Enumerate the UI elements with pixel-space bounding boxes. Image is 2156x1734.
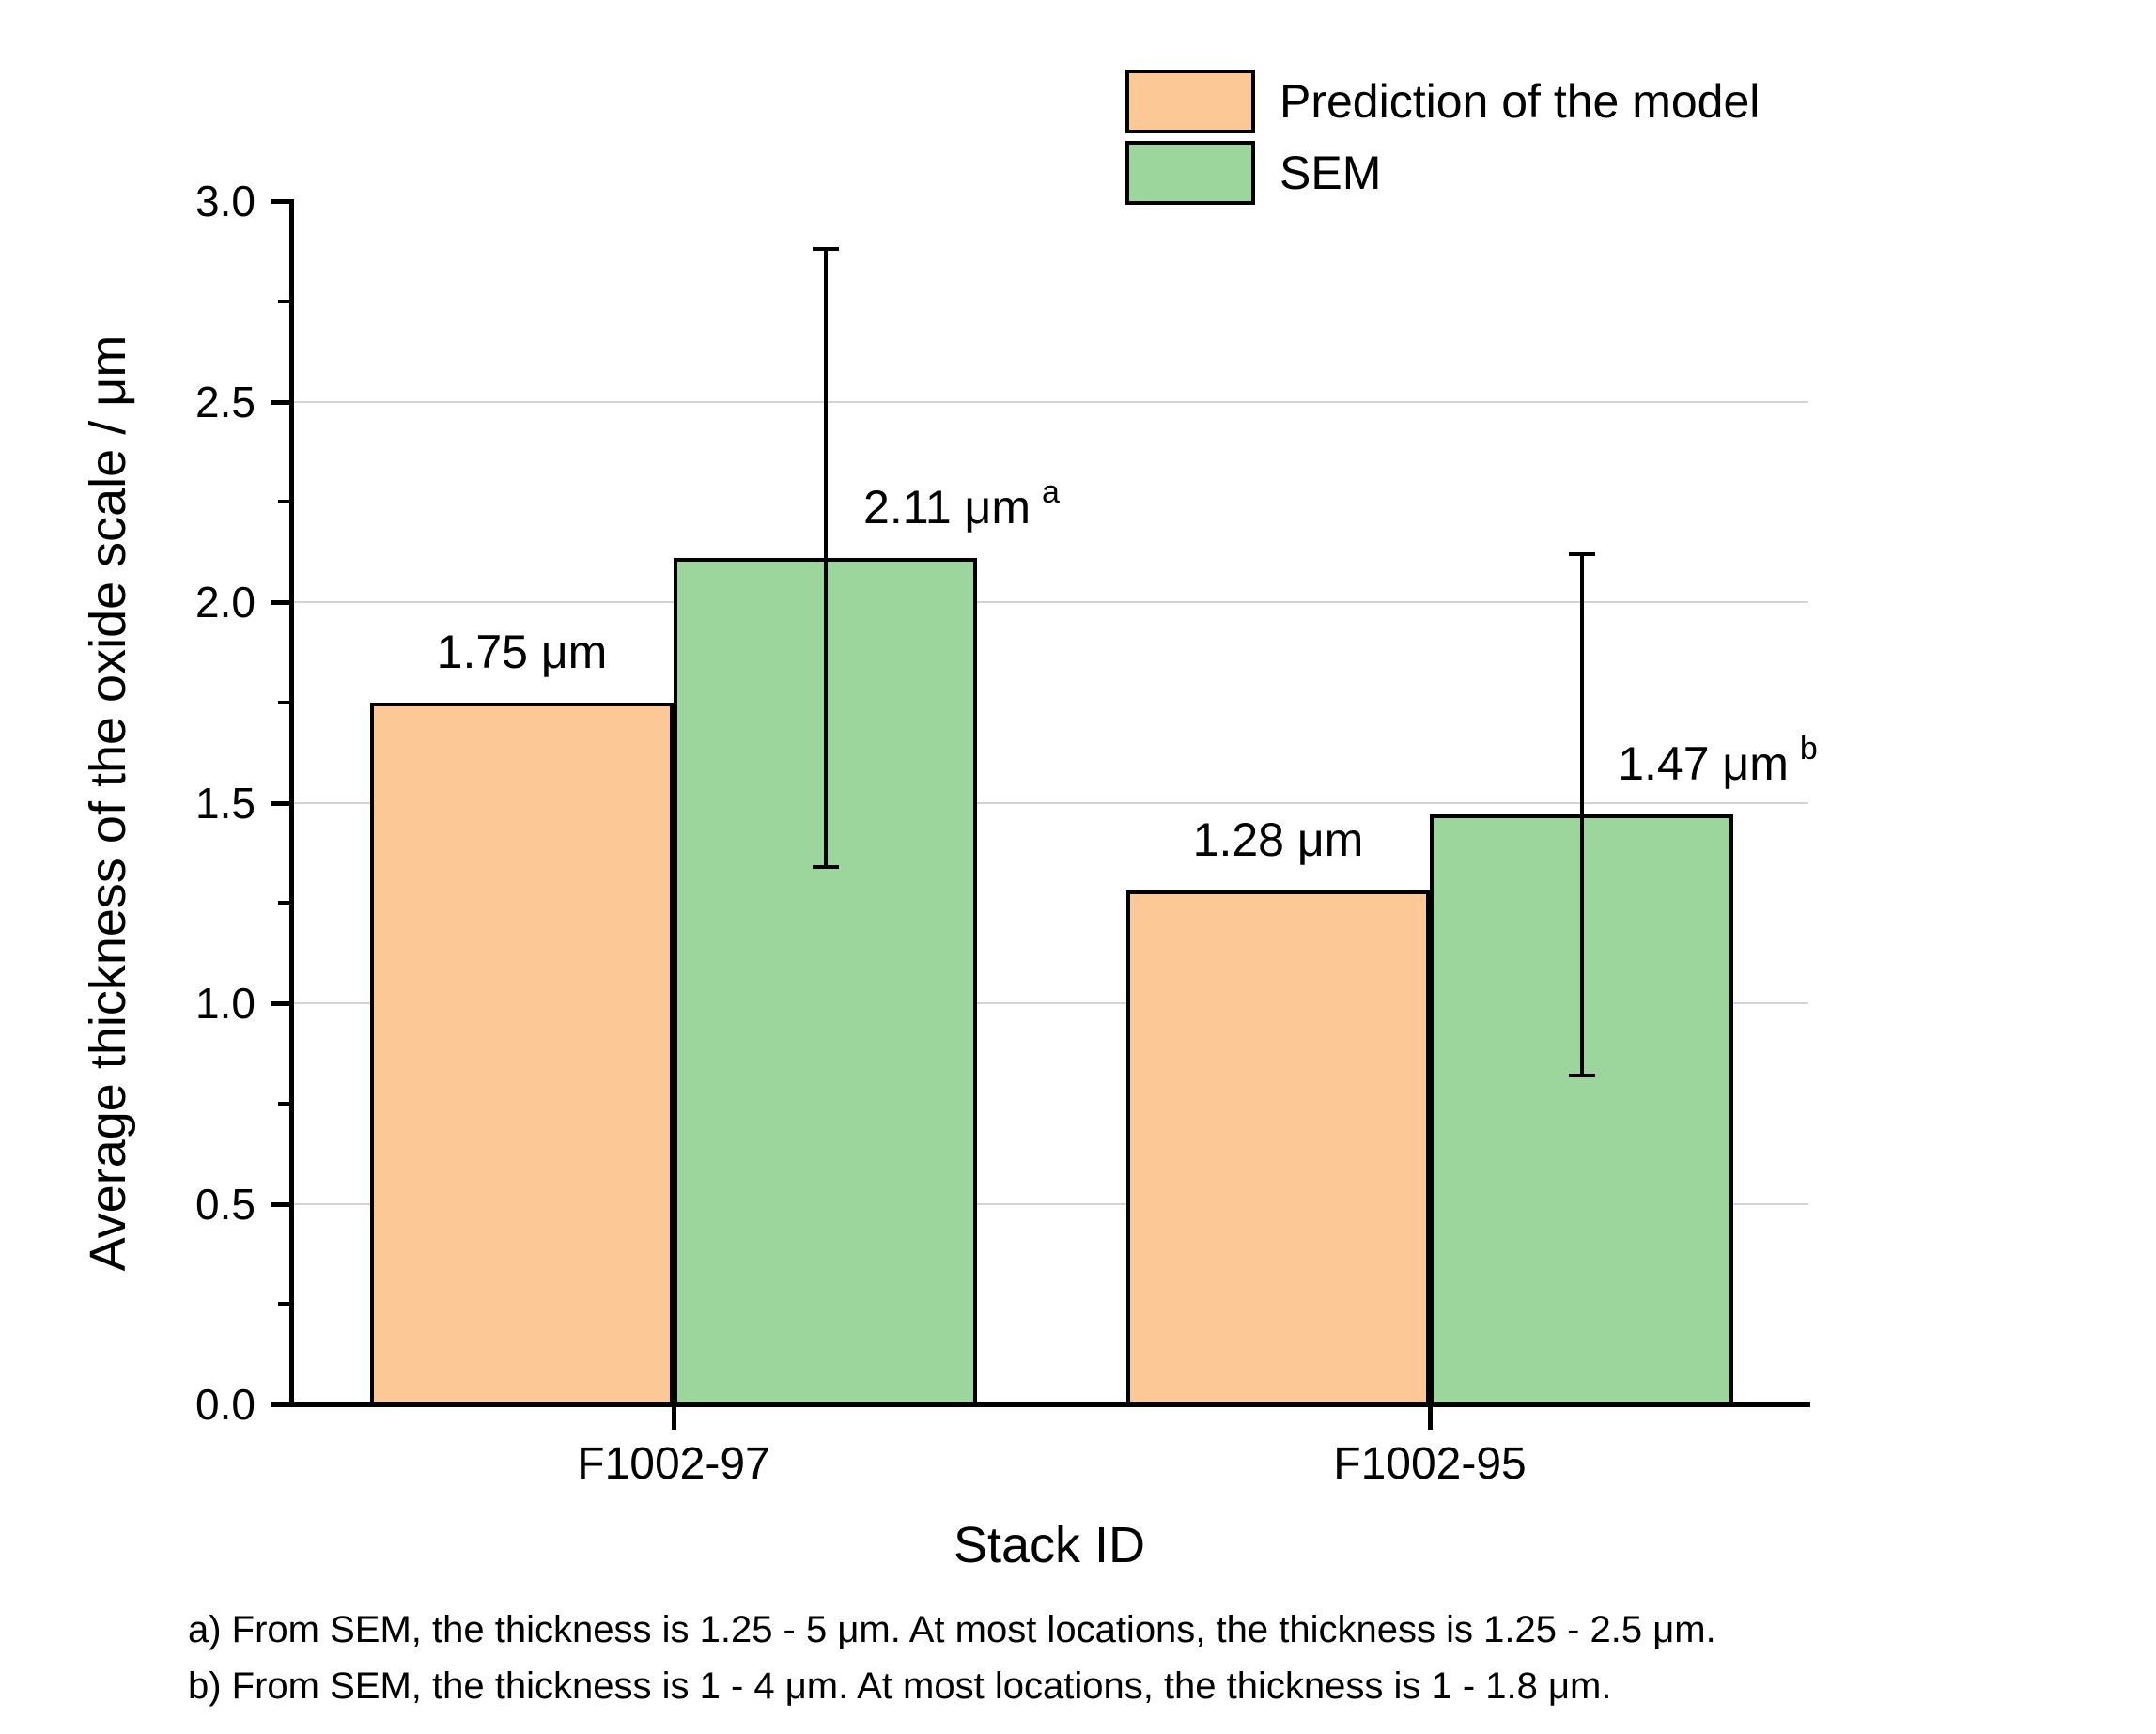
bar-value-text: 1.28 μm xyxy=(1192,813,1364,867)
y-axis-tick xyxy=(271,600,289,605)
y-axis-tick-label: 2.5 xyxy=(195,377,256,426)
error-bar-line xyxy=(823,249,828,867)
y-gridline xyxy=(291,400,1808,403)
legend-item-sem: SEM xyxy=(1125,141,1760,205)
y-axis-tick xyxy=(271,1201,289,1207)
bar-value-text: 1.47 μm xyxy=(1618,737,1789,791)
y-axis-minor-tick xyxy=(278,500,289,504)
y-axis-tick-label: 2.0 xyxy=(195,578,256,627)
y-axis-tick-label: 1.5 xyxy=(195,778,256,828)
y-axis-line xyxy=(289,199,294,1407)
y-gridline xyxy=(291,1202,1808,1205)
y-gridline xyxy=(291,601,1808,603)
legend-label-sem: SEM xyxy=(1280,147,1382,199)
bar-value-text: 1.75 μm xyxy=(436,625,608,678)
y-axis-tick-label: 1.0 xyxy=(195,979,256,1028)
bar-value-label: 2.11 μm a xyxy=(856,474,1067,540)
x-axis-tick xyxy=(672,1407,676,1430)
legend: Prediction of the model SEM xyxy=(1125,70,1760,205)
y-axis-minor-tick xyxy=(278,901,289,906)
bar-prediction-f1002-95 xyxy=(1126,890,1430,1407)
y-axis-minor-tick xyxy=(278,299,289,303)
error-bar-cap xyxy=(1568,551,1595,556)
bar-value-label: 1.47 μm b xyxy=(1610,731,1825,797)
y-axis-tick-label: 0.0 xyxy=(195,1380,256,1429)
footnotes: a) From SEM, the thickness is 1.25 - 5 μ… xyxy=(188,1602,1716,1714)
bar-value-superscript: a xyxy=(1042,474,1060,511)
legend-swatch-sem xyxy=(1125,141,1255,205)
y-axis-minor-tick xyxy=(278,700,289,704)
y-axis-tick-label: 0.5 xyxy=(195,1179,256,1229)
x-axis-tick xyxy=(1428,1407,1433,1430)
y-axis-tick xyxy=(271,1001,289,1006)
x-axis-tick-label: F1002-95 xyxy=(1333,1439,1527,1489)
error-bar-cap xyxy=(812,247,839,252)
legend-label-prediction: Prediction of the model xyxy=(1280,75,1760,128)
y-axis-minor-tick xyxy=(278,1302,289,1307)
bar-value-superscript: b xyxy=(1799,731,1818,767)
y-gridline xyxy=(291,801,1808,804)
y-axis-minor-tick xyxy=(278,1101,289,1106)
error-bar-line xyxy=(1579,553,1584,1076)
legend-swatch-prediction xyxy=(1125,70,1255,133)
footnote-b: b) From SEM, the thickness is 1 - 4 μm. … xyxy=(188,1665,1612,1707)
y-axis-tick xyxy=(271,1402,289,1407)
bar-prediction-f1002-97 xyxy=(370,702,674,1407)
legend-item-prediction: Prediction of the model xyxy=(1125,70,1760,133)
x-axis-tick-label: F1002-97 xyxy=(577,1439,770,1489)
bar-value-label: 1.28 μm xyxy=(1185,813,1372,867)
bar-value-label: 1.75 μm xyxy=(428,625,615,678)
x-axis-title: Stack ID xyxy=(953,1517,1146,1573)
y-axis-title: Average thickness of the oxide scale / μ… xyxy=(80,334,136,1272)
bar-value-text: 2.11 μm xyxy=(863,481,1031,534)
y-gridline xyxy=(291,1002,1808,1004)
y-axis-tick xyxy=(271,199,289,204)
x-axis-line xyxy=(289,1402,1810,1407)
error-bar-cap xyxy=(1568,1073,1595,1077)
y-axis-tick-label: 3.0 xyxy=(195,177,256,225)
error-bar-cap xyxy=(812,864,839,869)
y-axis-tick xyxy=(271,399,289,405)
footnote-a: a) From SEM, the thickness is 1.25 - 5 μ… xyxy=(188,1609,1716,1650)
y-axis-tick xyxy=(271,800,289,806)
